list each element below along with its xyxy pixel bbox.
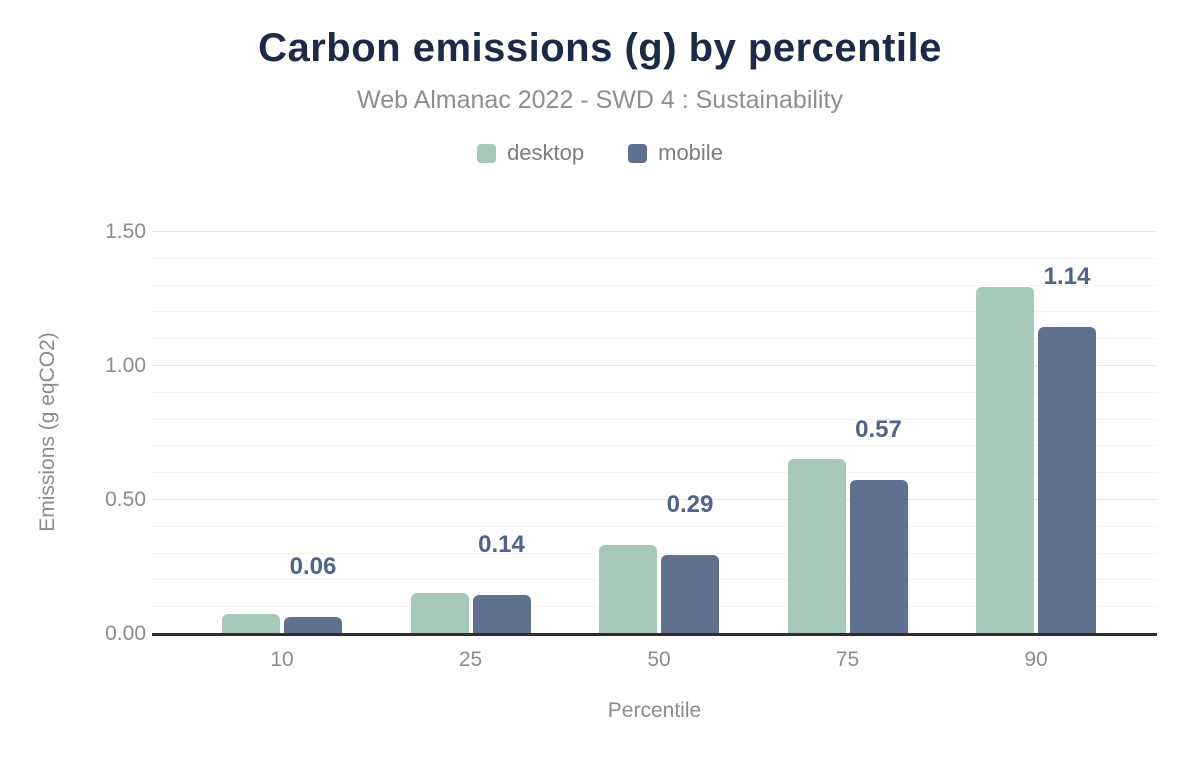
desktop-bar[interactable] (787, 458, 846, 633)
desktop-bar[interactable] (976, 287, 1034, 633)
mobile-bar[interactable] (472, 595, 531, 633)
y-axis-title-text: Emissions (g eqCO2) (36, 332, 59, 532)
desktop-bar[interactable] (410, 592, 469, 633)
legend-swatch-mobile (628, 143, 648, 163)
y-axis-title: Emissions (g eqCO2) (24, 231, 72, 633)
minor-gridline (152, 418, 1157, 420)
legend-item-mobile[interactable]: mobile (628, 140, 723, 166)
x-tick-label: 25 (458, 648, 483, 671)
y-tick-label: 1.50 (105, 220, 146, 243)
mobile-bar[interactable] (1038, 327, 1096, 633)
major-gridline (152, 365, 1157, 366)
bar-value-label: 0.06 (289, 552, 337, 580)
minor-gridline (152, 257, 1157, 259)
minor-gridline (152, 338, 1157, 340)
bar-value-label: 0.29 (666, 491, 714, 519)
y-tick-label: 0.50 (105, 488, 146, 511)
mobile-bar[interactable] (284, 616, 342, 633)
legend-item-desktop[interactable]: desktop (477, 140, 584, 166)
minor-gridline (152, 391, 1157, 393)
chart-subtitle: Web Almanac 2022 - SWD 4 : Sustainabilit… (357, 86, 843, 114)
plot-area: 0.06 10 0.14 25 0.29 50 0.57 75 1.14 90 (152, 231, 1157, 671)
minor-gridline (152, 311, 1157, 313)
x-axis-title: Percentile (607, 699, 702, 722)
bar-value-label: 1.14 (1043, 263, 1091, 291)
minor-gridline (152, 445, 1157, 447)
chart-header: Carbon emissions (g) by percentile Web A… (0, 26, 1200, 166)
minor-gridline (152, 284, 1157, 286)
legend: desktop mobile (0, 140, 1200, 166)
major-gridline (152, 499, 1157, 500)
x-tick-label: 90 (1024, 648, 1048, 671)
y-tick-label: 0.00 (105, 622, 146, 645)
mobile-bar[interactable] (661, 555, 719, 633)
minor-gridline (152, 472, 1157, 474)
x-tick-label: 75 (835, 648, 860, 671)
bar-value-label: 0.57 (855, 416, 902, 444)
chart-title: Carbon emissions (g) by percentile (258, 26, 942, 70)
y-tick-label: 1.00 (105, 354, 146, 377)
x-tick-label: 10 (270, 648, 294, 671)
bar-value-label: 0.14 (478, 531, 525, 559)
desktop-bar[interactable] (599, 544, 657, 633)
major-gridline (152, 231, 1157, 232)
legend-label: desktop (507, 140, 585, 165)
x-tick-label: 50 (647, 648, 671, 671)
desktop-bar[interactable] (222, 614, 280, 633)
minor-gridline (152, 525, 1157, 527)
legend-label: mobile (658, 140, 723, 165)
legend-swatch-desktop (477, 143, 497, 163)
mobile-bar[interactable] (849, 480, 908, 633)
